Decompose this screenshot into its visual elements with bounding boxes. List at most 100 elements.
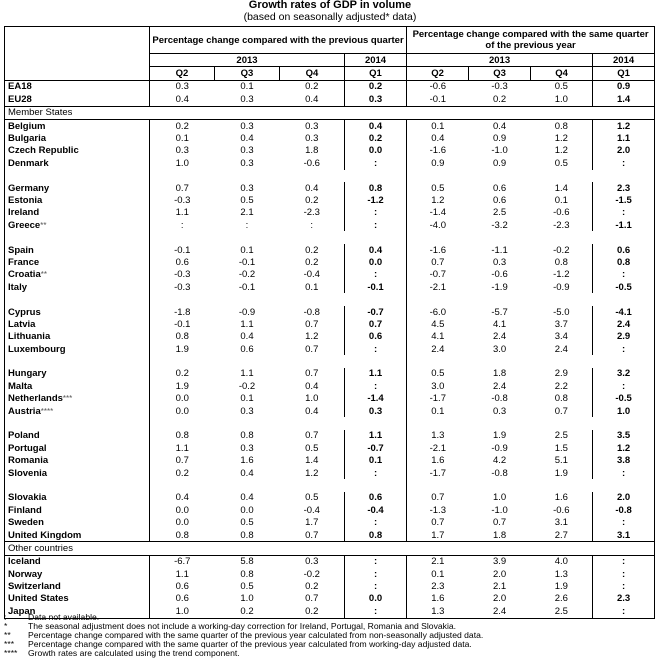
yoy-value-cell: 2.6 [530, 592, 594, 606]
table-row: Ireland 1.1 2.1 -2.3: -1.4 2.5 -0.6: [4, 206, 655, 220]
group-row: Member States [4, 105, 655, 120]
yoy-value-cell: 2.5 [530, 605, 594, 619]
yoy-value-cell: -1.2 [530, 268, 594, 282]
table-row: Slovakia 0.4 0.4 0.5 0.6 0.7 1.0 1.6 2.0 [4, 491, 655, 505]
yoy-value-cell: -5.7 [491, 306, 508, 318]
qoq-value-cell: 0.4 [175, 93, 189, 105]
spacer-cell [469, 231, 531, 243]
qoq-value-cell: 0.3 [279, 132, 345, 145]
yoy-value-cell: 0.5 [431, 368, 445, 380]
country-name: Czech Republic [4, 144, 150, 158]
yoy-value-cell: 1.9 [530, 466, 594, 480]
qoq-value-cell: 0.0 [240, 504, 254, 516]
qoq-value-cell: 2.1 [240, 207, 254, 219]
yoy-value-cell: -0.8 [491, 467, 508, 479]
qoq-value-cell: : [344, 380, 408, 393]
yoy-value-cell: 0.9 [492, 157, 507, 169]
country-label: United Kingdom [8, 529, 82, 541]
yoy-value-cell: -1.3 [429, 504, 446, 516]
yoy-value-cell: 1.9 [530, 580, 594, 593]
yoy-value-cell: 2.0 [492, 593, 507, 605]
qoq-value-cell: 1.9 [175, 343, 189, 355]
qoq-value-cell: -1.4 [344, 392, 408, 405]
qoq-value-cell: : [344, 157, 408, 170]
yoy-value-cell: 2.4 [492, 331, 507, 343]
table-row: Sweden 0.0 0.5 1.7: 0.7 0.7 3.1: [4, 516, 655, 529]
spacer-cell [280, 170, 345, 182]
yoy-value-cell: : [621, 343, 626, 355]
country-label: Switzerland [8, 581, 61, 593]
qoq-value-cell: 0.4 [240, 331, 254, 343]
yoy-value-cell: 4.0 [530, 555, 594, 569]
yoy-value-cell: 1.0 [492, 492, 507, 504]
spacer-cell [280, 479, 345, 491]
qoq-value-cell: -0.1 [238, 281, 256, 293]
qoq-value-cell: -0.1 [174, 244, 191, 256]
yoy-value-cell: 0.7 [530, 404, 594, 418]
yoy-value-cell: 2.4 [616, 318, 631, 330]
yoy-value-cell: -1.4 [429, 207, 446, 219]
qoq-value-cell: 0.4 [344, 119, 408, 133]
country-name: EU28 [4, 93, 150, 107]
header-yoy: Percentage change compared with the same… [412, 29, 649, 51]
qoq-value-cell: 1.0 [175, 605, 189, 617]
yoy-value-cell: 0.5 [530, 80, 594, 94]
qoq-value-cell: -0.8 [279, 305, 345, 319]
country-name: Netherlands*** [4, 392, 150, 405]
qoq-value-cell: 0.8 [240, 568, 254, 580]
footnote-row: : Data not available. [4, 613, 654, 622]
spacer-cell [4, 293, 150, 306]
table-row: Italy -0.3 -0.1 0.1 -0.1 -2.1 -1.9 -0.9 -0.5 [4, 281, 655, 294]
country-name: Luxembourg [4, 342, 150, 356]
spacer-cell [593, 355, 655, 367]
yoy-value-cell: 2.7 [530, 528, 594, 542]
qoq-value-cell: 0.7 [279, 342, 345, 356]
qoq-value-cell: -0.3 [174, 194, 191, 206]
group-label: Member States [4, 105, 655, 120]
spacer-cell [150, 417, 215, 429]
qoq-value-cell: 0.3 [175, 145, 189, 157]
country-name: Ireland [4, 206, 150, 220]
yoy-value-cell: 1.0 [530, 93, 594, 107]
yoy-value-cell: 3.7 [530, 318, 594, 331]
footnote-text: Growth rates are calculated using the tr… [28, 648, 240, 658]
qoq-value-cell: 0.4 [279, 93, 345, 107]
qoq-value-cell: 0.2 [344, 132, 408, 145]
spacer-cell [150, 293, 215, 305]
qoq-value-cell: -1.8 [174, 306, 191, 318]
country-label: Poland [8, 430, 40, 442]
country-label: France [8, 256, 40, 268]
spacer-cell [215, 170, 280, 182]
qoq-value-cell: 0.5 [240, 194, 254, 206]
spacer-cell [407, 170, 469, 182]
yoy-value-cell: 2.3 [616, 593, 631, 605]
qoq-value-cell: : [344, 516, 408, 529]
header-q3: Q3 [214, 66, 280, 81]
yoy-value-cell: -1.5 [615, 194, 632, 206]
qoq-value-cell: 0.4 [344, 243, 408, 257]
country-name: Austria**** [4, 404, 150, 418]
yoy-value-cell: 1.2 [431, 194, 445, 206]
spacer-cell [280, 417, 345, 429]
qoq-value-cell: 0.5 [240, 581, 254, 593]
table-subtitle: (based on seasonally adjusted* data) [243, 11, 417, 23]
qoq-value-cell: -1.2 [344, 194, 408, 207]
yoy-value-cell: -1.0 [491, 504, 508, 516]
yoy-value-cell: 0.9 [616, 81, 631, 93]
table-row: Romania 0.7 1.6 1.4 0.1 1.6 4.2 5.1 3.8 [4, 454, 655, 467]
spacer-cell [407, 293, 469, 305]
qoq-value-cell: 1.1 [240, 318, 254, 330]
qoq-value-cell: 0.7 [279, 528, 345, 542]
qoq-value-cell: 0.5 [279, 442, 345, 455]
country-label: Romania [8, 455, 49, 467]
yoy-value-cell: 0.8 [530, 256, 594, 269]
spacer-row [4, 231, 655, 244]
header-2013-yoy: 2013 [406, 52, 594, 67]
yoy-value-cell: 2.0 [616, 492, 631, 504]
country-name: Japan [4, 605, 150, 619]
yoy-value-cell: -0.6 [429, 81, 446, 93]
qoq-value-cell: 0.7 [279, 367, 345, 381]
qoq-value-cell: 0.4 [279, 181, 345, 195]
qoq-value-cell: 0.7 [279, 318, 345, 331]
table-row: Croatia** -0.3 -0.2 -0.4: -0.7 -0.6 -1.2: [4, 268, 655, 282]
